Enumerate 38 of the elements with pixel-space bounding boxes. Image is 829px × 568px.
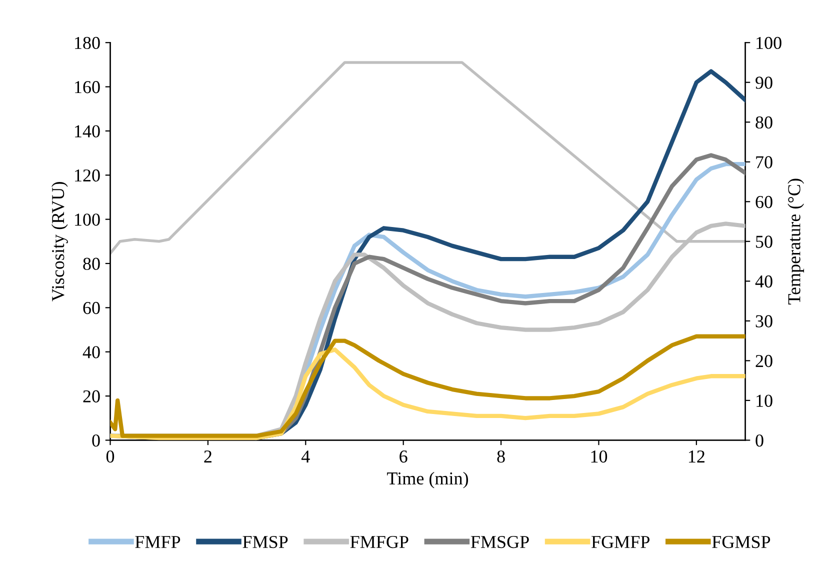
y2-tick-label: 70: [756, 156, 772, 168]
x-tick-label: 4: [301, 450, 310, 462]
y2-axis-title: Temperature (°C): [788, 178, 804, 304]
x-tick-label: 12: [688, 450, 704, 462]
y-tick-label: 180: [75, 36, 100, 50]
y2-tick-label: 90: [756, 76, 772, 89]
legend-label: FMSGP: [470, 536, 529, 548]
y-tick-label: 20: [83, 390, 100, 402]
y-tick-label: 80: [83, 258, 100, 270]
x-tick-label: 8: [497, 450, 505, 463]
y2-tick-label: 40: [755, 275, 772, 288]
legend-label: FGMSP: [712, 536, 770, 548]
legend-label: FMFGP: [350, 536, 408, 548]
y2-tick-label: 20: [756, 354, 772, 368]
y-axis-title: Viscosity (RVU): [51, 182, 68, 302]
y-tick-label: 120: [75, 169, 100, 182]
y-tick-label: 0: [92, 434, 100, 447]
y2-tick-label: 30: [756, 315, 772, 328]
y2-tick-label: 10: [756, 394, 772, 407]
y2-tick-label: 0: [756, 434, 764, 447]
x-tick-label: 2: [204, 450, 212, 462]
y2-tick-label: 80: [756, 116, 772, 129]
x-tick-label: 6: [400, 450, 408, 463]
legend-label: FMSP: [242, 536, 288, 548]
legend-label: FGMFP: [592, 536, 650, 548]
x-axis-title: Time (min): [387, 472, 468, 488]
y2-tick-label: 50: [756, 236, 772, 248]
y-tick-label: 100: [75, 214, 100, 226]
y2-tick-label: 100: [756, 36, 782, 50]
y-tick-label: 140: [75, 125, 100, 138]
x-tick-label: 0: [106, 450, 114, 463]
y-tick-label: 40: [82, 346, 100, 358]
y-tick-label: 160: [75, 81, 100, 94]
x-tick-label: 10: [591, 450, 608, 463]
legend-label: FMFP: [135, 536, 180, 548]
line-series: [110, 334, 746, 438]
y-tick-label: 60: [83, 302, 100, 314]
y2-tick-label: 60: [756, 196, 772, 208]
